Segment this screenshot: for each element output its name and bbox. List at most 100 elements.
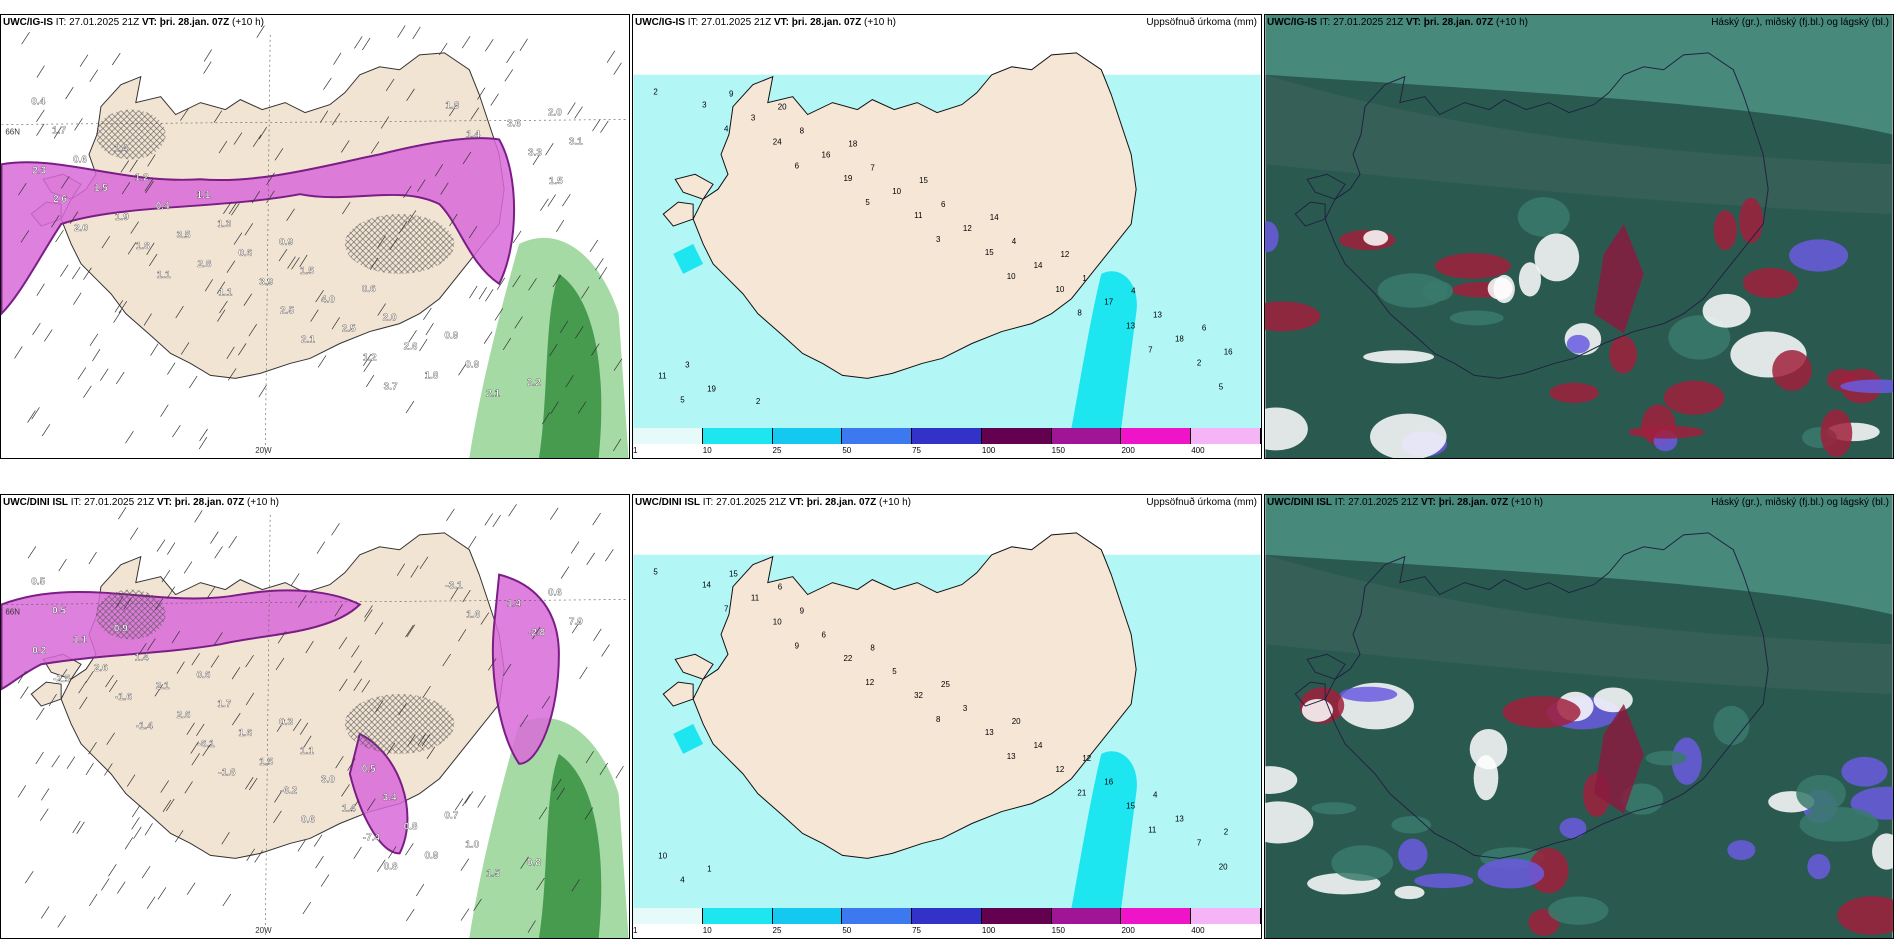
precip-value-label: 11	[658, 371, 667, 380]
init-time: IT: 27.01.2025 21Z	[1319, 17, 1404, 28]
snow-value-label: -1.6	[115, 692, 133, 703]
precip-value-label: 12	[1060, 250, 1069, 259]
precip-value-label: 10	[1007, 272, 1016, 281]
lead-time: (+10 h)	[864, 17, 896, 28]
snow-wind-map-dini: UWC/DINI ISL IT: 27.01.2025 21Z VT: þri.…	[0, 494, 630, 939]
colorbar-swatch	[1191, 428, 1261, 444]
precip-value-label: 16	[1224, 347, 1233, 356]
snow-value-label: 1.5	[94, 183, 108, 194]
valid-label: VT:	[1405, 17, 1421, 28]
colorbar-tick: 100	[981, 926, 996, 935]
valid-label: VT:	[141, 17, 157, 28]
colorbar-swatch	[1051, 908, 1122, 924]
cloud-map-canvas	[1265, 495, 1893, 938]
precip-value-label: 1	[707, 864, 712, 873]
precip-value-label: 13	[1007, 752, 1016, 761]
precip-value-label: 12	[1082, 754, 1091, 763]
precip-value-label: 2	[1197, 358, 1202, 367]
snow-value-label: 0.4	[156, 201, 170, 212]
colorbar-swatch	[702, 428, 773, 444]
precip-value-label: 13	[985, 728, 994, 737]
snow-value-label: 1.1	[73, 634, 87, 645]
precip-value-label: 18	[848, 139, 857, 148]
snow-value-label: 2.0	[74, 223, 88, 234]
panel-header: UWC/DINI ISL IT: 27.01.2025 21Z VT: þri.…	[3, 497, 625, 511]
lead-time: (+10 h)	[232, 17, 264, 28]
snow-value-label: 0.6	[301, 815, 315, 826]
snow-value-label: 0.5	[362, 764, 376, 775]
precip-value-label: 7	[870, 163, 875, 172]
precip-value-label: 15	[919, 176, 928, 185]
colorbar-swatch	[633, 908, 703, 924]
snow-value-label: 0.9	[425, 850, 439, 861]
snow-value-label: 1.7	[52, 125, 66, 136]
precip-value-label: 12	[865, 678, 874, 687]
colorbar-tick: 150	[1051, 926, 1066, 935]
snow-value-label: 1.4	[507, 598, 521, 609]
snow-value-label: 1.1	[300, 746, 314, 757]
precip-value-label: 25	[941, 680, 950, 689]
colorbar-tick: 75	[912, 446, 922, 455]
precip-value-label: 9	[729, 90, 734, 99]
colorbar-tick: 10	[702, 446, 712, 455]
snow-value-label: 1.8	[425, 370, 439, 381]
precip-value-label: 2	[653, 88, 658, 97]
precip-value-label: 21	[1077, 789, 1086, 798]
snow-value-label: 0.5	[31, 577, 45, 588]
snow-value-label: -7.4	[363, 832, 381, 843]
valid-time: þri. 28.jan. 07Z	[1438, 497, 1509, 508]
snow-value-label: 2.3	[32, 165, 46, 176]
precip-colorbar: 1 10 25 50 75 100 150 200 400	[633, 428, 1261, 458]
precip-value-label: 15	[1126, 802, 1135, 811]
snow-value-label: 2.1	[156, 681, 170, 692]
cloud-map-ig: UWC/IG-IS IT: 27.01.2025 21Z VT: þri. 28…	[1264, 14, 1894, 459]
snow-value-label: 1.4	[342, 804, 356, 815]
precip-value-label: 18	[1175, 335, 1184, 344]
cloud-map-canvas	[1265, 15, 1893, 458]
snow-value-label: -2.8	[528, 627, 546, 638]
precip-map-dini: UWC/DINI ISL IT: 27.01.2025 21Z VT: þri.…	[632, 494, 1262, 939]
snow-value-label: -3.1	[445, 581, 463, 592]
colorbar-tick: 25	[772, 446, 782, 455]
precip-value-label: 3	[751, 114, 756, 123]
field-title: Háský (gr.), miðský (fj.bl.) og lágský (…	[1711, 497, 1889, 508]
snow-value-label: 0.8	[527, 857, 541, 868]
model-name: UWC/DINI ISL	[635, 497, 700, 508]
snow-value-label: 0.2	[32, 645, 46, 656]
precip-value-label: 7	[724, 604, 729, 613]
precip-value-label: 4	[724, 124, 729, 133]
snow-value-label: 2.0	[548, 108, 562, 119]
snow-value-label: 0.6	[238, 248, 252, 259]
precip-value-label: 15	[729, 570, 738, 579]
snow-map-canvas: 0.4 1.4 1.1 0.9 0.6 0.9 2.2 1.7 1.2 1.3 1.5 2.0 0.9 2…	[1, 15, 629, 458]
precip-value-label: 13	[1126, 322, 1135, 331]
precip-value-label: 22	[843, 654, 852, 663]
snow-value-label: -1.6	[218, 768, 236, 779]
snow-value-label: 0.3	[279, 717, 293, 728]
snow-value-label: 0.8	[404, 821, 418, 832]
snow-value-label: 3.9	[259, 277, 273, 288]
snow-value-label: 3.7	[384, 381, 398, 392]
field-title: Uppsöfnuð úrkoma (mm)	[1146, 497, 1257, 508]
precip-value-label: 5	[653, 568, 658, 577]
snow-value-label: 1.0	[465, 839, 479, 850]
colorbar-swatch	[912, 428, 982, 444]
snow-value-label: 2.6	[404, 341, 418, 352]
init-time: IT: 27.01.2025 21Z	[1334, 497, 1419, 508]
colorbar-swatch	[981, 908, 1052, 924]
lead-time: (+10 h)	[879, 497, 911, 508]
precip-colorbar: 1 10 25 50 75 100 150 200 400	[633, 908, 1261, 938]
snow-value-label: 1.8	[445, 101, 459, 112]
precip-value-label: 10	[1056, 285, 1065, 294]
colorbar-tick: 100	[981, 446, 996, 455]
snow-value-label: 1.3	[217, 219, 231, 230]
snow-value-label: 1.5	[300, 266, 314, 277]
precip-value-label: 10	[892, 187, 901, 196]
snow-value-label: 0.4	[31, 97, 45, 108]
precip-value-label: 3	[702, 101, 707, 110]
precip-value-label: 11	[1148, 825, 1157, 834]
precip-value-label: 4	[680, 875, 685, 884]
precip-value-label: 32	[914, 691, 923, 700]
precip-value-label: 8	[870, 643, 875, 652]
precip-value-label: 6	[778, 583, 783, 592]
